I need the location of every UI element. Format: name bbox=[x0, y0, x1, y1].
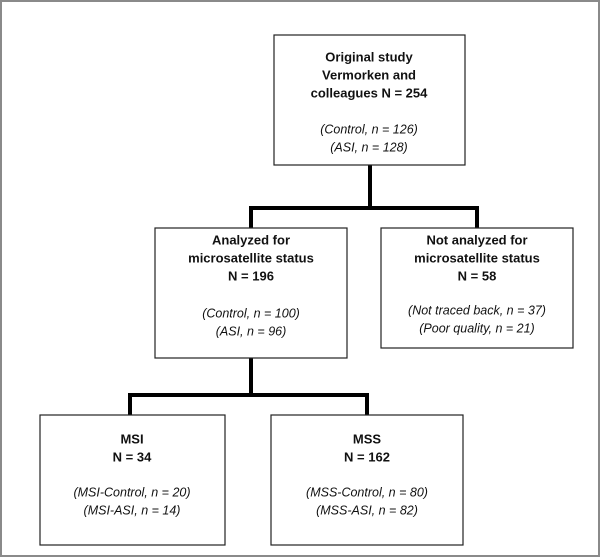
node-box bbox=[154, 227, 348, 359]
node-title: MSS bbox=[353, 431, 382, 446]
node-title: N = 162 bbox=[344, 449, 390, 464]
node-detail: (MSS-Control, n = 80) bbox=[306, 485, 428, 499]
connector bbox=[128, 358, 369, 415]
node-title: N = 34 bbox=[113, 449, 152, 464]
node-box bbox=[270, 414, 464, 546]
node-title: Not analyzed for bbox=[426, 232, 527, 247]
node-detail: (MSI-ASI, n = 14) bbox=[84, 503, 181, 517]
node-title: MSI bbox=[120, 431, 143, 446]
node-detail: (Poor quality, n = 21) bbox=[419, 321, 534, 335]
node-title: Original study bbox=[325, 49, 413, 64]
node-title: N = 58 bbox=[458, 268, 497, 283]
node-title: colleagues N = 254 bbox=[311, 85, 428, 100]
node-title: Vermorken and bbox=[322, 67, 416, 82]
node-detail: (Not traced back, n = 37) bbox=[408, 303, 546, 317]
node-box bbox=[380, 227, 574, 349]
node-detail: (ASI, n = 96) bbox=[216, 324, 287, 338]
connector bbox=[249, 165, 479, 228]
node-detail: (Control, n = 126) bbox=[320, 122, 418, 136]
node-box bbox=[273, 34, 466, 166]
node-title: microsatellite status bbox=[188, 250, 314, 265]
node-title: N = 196 bbox=[228, 268, 274, 283]
node-title: microsatellite status bbox=[414, 250, 540, 265]
node-title: Analyzed for bbox=[212, 232, 290, 247]
node-detail: (MSS-ASI, n = 82) bbox=[316, 503, 418, 517]
node-detail: (Control, n = 100) bbox=[202, 306, 300, 320]
node-detail: (MSI-Control, n = 20) bbox=[73, 485, 190, 499]
node-box bbox=[39, 414, 226, 546]
node-detail: (ASI, n = 128) bbox=[330, 140, 407, 154]
